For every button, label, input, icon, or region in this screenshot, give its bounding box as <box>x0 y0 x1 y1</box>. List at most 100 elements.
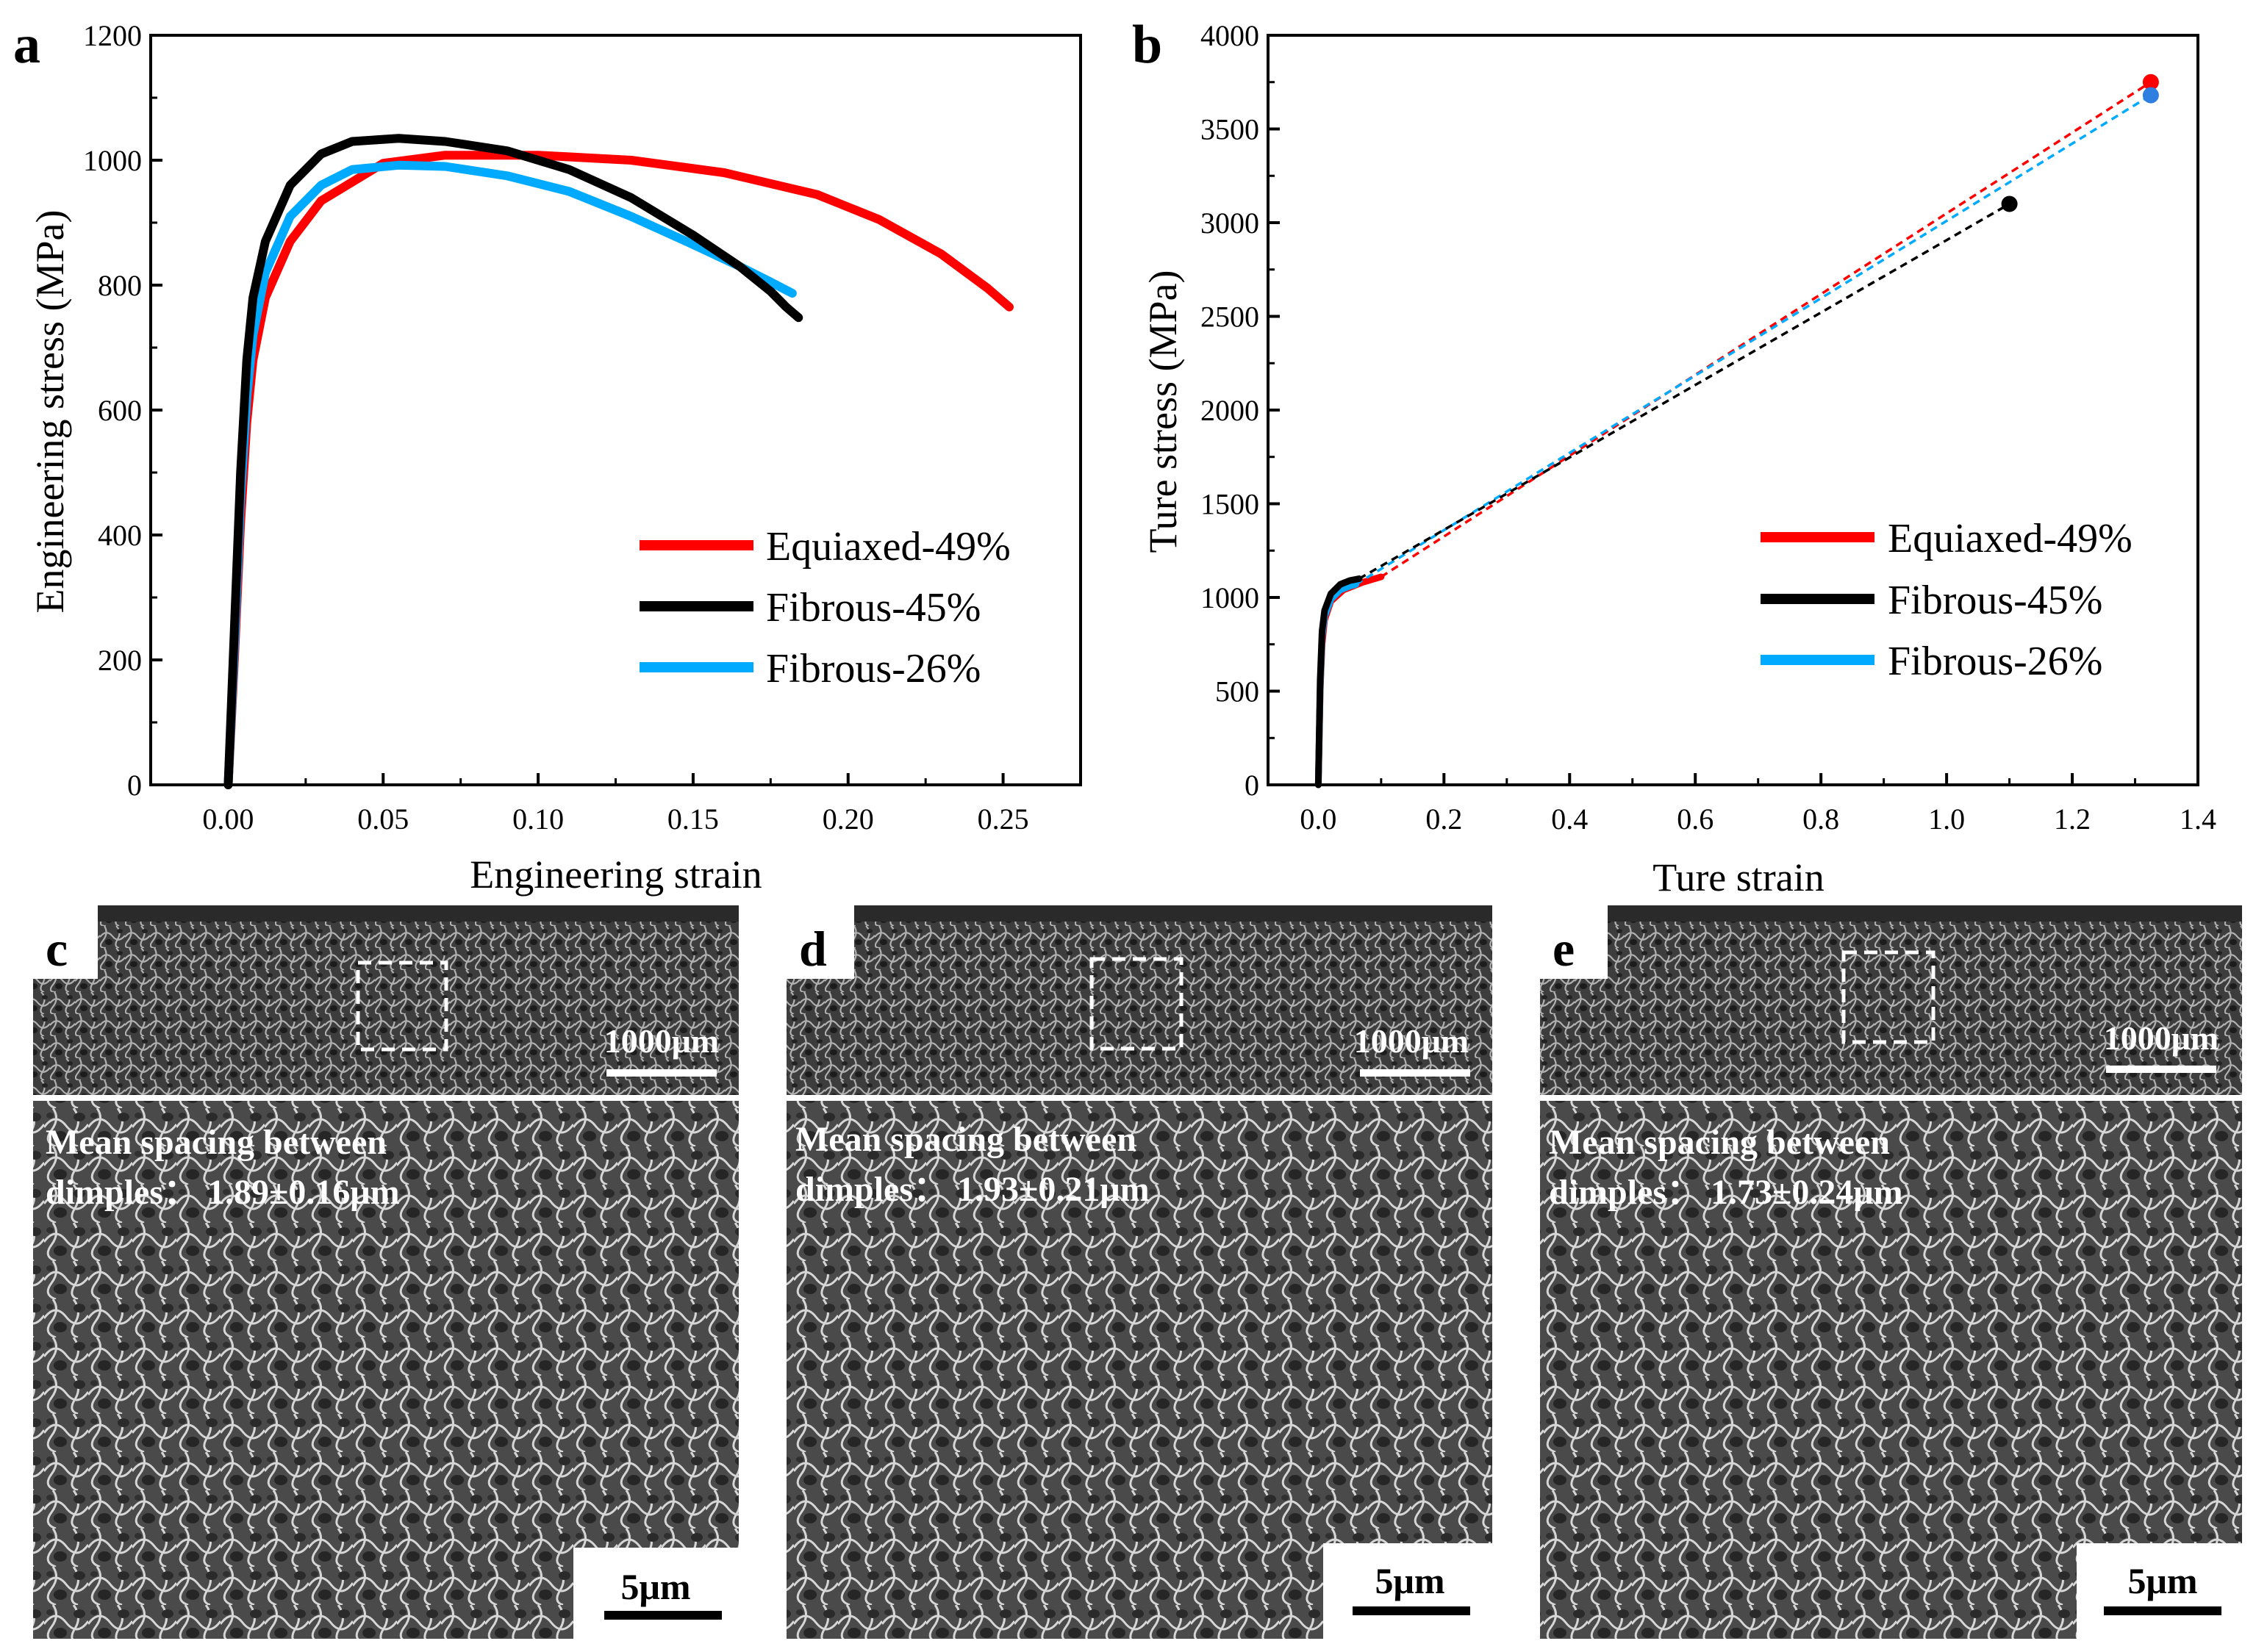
sem-d-overview-image <box>787 905 1492 1095</box>
sem-c-caption-line1: Mean spacing between <box>46 1123 387 1162</box>
sem-e-overview-image <box>1540 905 2242 1095</box>
chart-b-fracture-point-fibrous-26 <box>2142 87 2159 104</box>
sem-e-scale-bottom-bar <box>2104 1606 2221 1615</box>
panel-label-b: b <box>1132 15 1162 75</box>
chart-b-ytick-label: 2000 <box>1200 394 1259 427</box>
chart-b-xtick-label: 0.6 <box>1677 802 1714 836</box>
chart-a-ytick-label: 600 <box>98 394 142 427</box>
chart-a-xtick-label: 0.15 <box>667 802 719 836</box>
chart-b: b 0.0 0.2 0.4 0.6 0.8 1.0 1.2 1.4 0 500 1000 1500 2… <box>1132 15 2216 899</box>
chart-a-ytick-label: 0 <box>127 769 142 802</box>
chart-b-xtick-label: 0.2 <box>1425 802 1462 836</box>
sem-d-scale-bottom-label: 5μm <box>1375 1560 1445 1601</box>
sem-e-zoom-box <box>1841 950 1935 1044</box>
chart-b-ytick-label: 3000 <box>1200 206 1259 240</box>
panel-label-a: a <box>13 15 40 75</box>
sem-d-scale-bottom-bg <box>1323 1543 1492 1639</box>
sem-e-caption-line2: dimples： 1.73±0.24μm <box>1549 1173 1903 1212</box>
chart-b-xtick-label: 1.4 <box>2180 802 2216 836</box>
chart-b-xtick-label: 1.0 <box>1928 802 1965 836</box>
chart-b-line-fibrous-45 <box>1314 575 1363 789</box>
sem-e-caption-line1: Mean spacing between <box>1549 1123 1890 1162</box>
sem-d-caption-line1: Mean spacing between <box>795 1120 1136 1159</box>
chart-a-x-ticks: 0.00 0.05 0.10 0.15 0.20 0.25 <box>202 773 1029 836</box>
chart-a-ytick-label: 1200 <box>83 19 142 52</box>
sem-d-label-bg <box>787 905 854 979</box>
sem-panel-c: c 1000μm Mean spacing between dimples： 1… <box>33 905 739 1639</box>
sem-panel-d: d 1000μm Mean spacing between dimples： 1… <box>787 905 1492 1639</box>
panel-label-c: c <box>46 921 68 977</box>
sem-c-scale-bottom-bg <box>573 1548 739 1639</box>
sem-c-zoom-box <box>356 960 448 1052</box>
sem-c-scale-top-bar <box>606 1069 717 1077</box>
chart-b-x-ticks: 0.0 0.2 0.4 0.6 0.8 1.0 1.2 1.4 <box>1300 773 2216 836</box>
sem-d-zoom-box <box>1089 957 1183 1051</box>
sem-e-label-bg <box>1540 905 1608 979</box>
sem-e-scale-top-bar <box>2106 1066 2216 1073</box>
chart-a-legend: Equiaxed-49% Fibrous-45% Fibrous-26% <box>640 524 1011 692</box>
chart-a-line-fibrous-26 <box>223 160 797 789</box>
chart-b-xtick-label: 0.8 <box>1802 802 1839 836</box>
chart-b-ylabel: Ture stress (MPa) <box>1141 270 1185 553</box>
sem-d-overview-edge <box>787 905 1492 922</box>
chart-b-ytick-label: 0 <box>1245 769 1259 802</box>
chart-b-ytick-label: 1500 <box>1200 488 1259 521</box>
sem-d-scale-top-bar <box>1360 1069 1470 1077</box>
chart-b-xtick-label: 0.4 <box>1551 802 1588 836</box>
chart-a-ytick-label: 400 <box>98 519 142 552</box>
sem-c-overview-edge <box>33 905 739 922</box>
chart-b-extrapolation-fibrous-45 <box>1358 202 2010 581</box>
chart-a-line-fibrous-45 <box>223 134 803 789</box>
chart-b-xtick-label: 1.2 <box>2054 802 2091 836</box>
chart-a-ytick-label: 800 <box>98 269 142 302</box>
chart-b-series <box>1314 73 2159 789</box>
sem-d-scale-top-label: 1000μm <box>1354 1022 1469 1060</box>
sem-c-caption-line2: dimples： 1.89±0.16μm <box>46 1173 400 1212</box>
chart-a-ylabel: Engineering stress (MPa) <box>28 210 72 614</box>
chart-b-xlabel: Ture strain <box>1652 855 1825 899</box>
sem-d-caption-line2: dimples： 1.93±0.21μm <box>795 1170 1150 1209</box>
sem-e-scale-top-label: 1000μm <box>2104 1019 2219 1057</box>
chart-b-ytick-label: 3500 <box>1200 113 1259 146</box>
chart-a-xtick-label: 0.05 <box>357 802 409 836</box>
chart-a-xtick-label: 0.10 <box>512 802 564 836</box>
chart-a-ytick-label: 200 <box>98 644 142 677</box>
chart-a: a 0.00 0.05 0.10 0.15 0.20 0.25 0 200 400 600 800… <box>13 15 1082 897</box>
legend-a-fibrous26: Fibrous-26% <box>766 646 981 692</box>
sem-c-scale-bottom-bar <box>604 1611 722 1620</box>
sem-c-scale-bottom-label: 5μm <box>621 1566 691 1607</box>
sem-e-scale-bottom-bg <box>2077 1543 2242 1639</box>
legend-b-fibrous45: Fibrous-45% <box>1888 578 2102 623</box>
chart-a-series <box>223 134 1014 789</box>
legend-a-equiaxed: Equiaxed-49% <box>766 524 1011 570</box>
chart-a-xtick-label: 0.25 <box>978 802 1029 836</box>
chart-b-ytick-label: 1000 <box>1200 581 1259 614</box>
legend-b-equiaxed: Equiaxed-49% <box>1888 516 2133 561</box>
chart-a-xtick-label: 0.00 <box>202 802 254 836</box>
sem-e-scale-bottom-label: 5μm <box>2128 1560 2198 1601</box>
chart-b-ytick-label: 2500 <box>1200 301 1259 334</box>
legend-b-fibrous26: Fibrous-26% <box>1888 639 2102 684</box>
legend-a-fibrous45: Fibrous-45% <box>766 585 981 631</box>
sem-c-scale-top-label: 1000μm <box>604 1022 719 1060</box>
sem-c-overview-image <box>33 905 739 1095</box>
panel-label-d: d <box>799 921 827 977</box>
chart-a-xlabel: Engineering strain <box>470 852 762 897</box>
panel-label-e: e <box>1553 921 1575 977</box>
chart-b-y-ticks: 0 500 1000 1500 2000 2500 3000 3500 4000 <box>1200 19 1280 802</box>
chart-b-fracture-point-fibrous-45 <box>2001 195 2018 212</box>
chart-b-extrapolation-fibrous-26 <box>1355 94 2152 586</box>
chart-a-xtick-label: 0.20 <box>823 802 874 836</box>
sem-e-overview-edge <box>1540 905 2242 922</box>
sem-panel-e: e 1000μm Mean spacing between dimples： 1… <box>1540 905 2242 1639</box>
chart-b-legend: Equiaxed-49% Fibrous-45% Fibrous-26% <box>1761 516 2133 684</box>
chart-a-ytick-label: 1000 <box>83 144 142 177</box>
chart-b-ytick-label: 4000 <box>1200 19 1259 52</box>
sem-c-label-bg <box>33 905 98 979</box>
sem-d-scale-bottom-bar <box>1353 1606 1470 1615</box>
chart-b-ytick-label: 500 <box>1215 675 1259 708</box>
chart-b-extrapolation-equiaxed-49 <box>1380 81 2152 578</box>
chart-a-y-ticks: 0 200 400 600 800 1000 1200 <box>83 19 162 802</box>
chart-b-xtick-label: 0.0 <box>1300 802 1336 836</box>
